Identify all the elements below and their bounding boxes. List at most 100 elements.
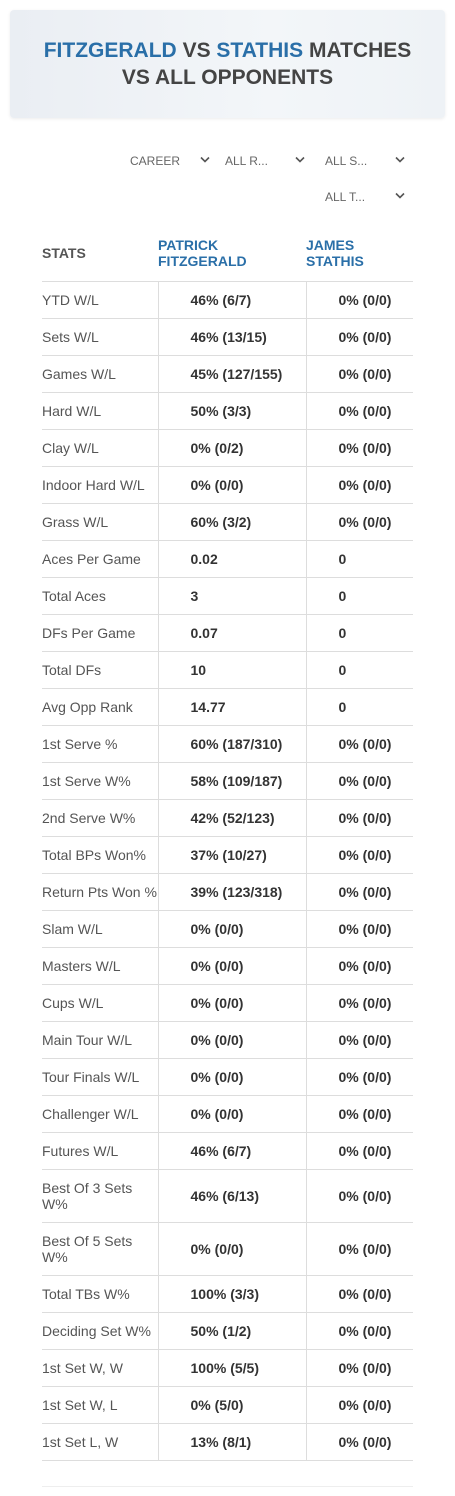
filter-dropdown[interactable]: ALL S... [325, 154, 405, 168]
filter-label[interactable]: CAREER [130, 154, 181, 168]
stat-value: 0% (0/0) [157, 466, 306, 504]
stat-row: Total TBs W% 100% (3/3) 0% (0/0) [42, 1275, 413, 1313]
stat-value: 0% (0/0) [305, 1021, 413, 1059]
title-vs: VS [182, 39, 211, 62]
stat-row: Avg Opp Rank 14.77 0 [42, 688, 413, 726]
stat-value: 3 [157, 577, 306, 615]
stat-value: 0% (0/0) [305, 1058, 413, 1096]
stat-row: 1st Set L, W 13% (8/1) 0% (0/0) [42, 1423, 413, 1461]
stat-row: Aces Per Game 0.02 0 [42, 540, 413, 578]
stat-label: DFs Per Game [42, 614, 158, 652]
stat-value: 0% (0/0) [305, 466, 413, 504]
stat-label: 1st Serve % [42, 725, 158, 763]
stat-row: Total BPs Won% 37% (10/27) 0% (0/0) [42, 836, 413, 874]
stats-table: STATS PATRICK FITZGERALD JAMES STATHIS Y… [42, 224, 413, 1461]
stat-row: 1st Serve W% 58% (109/187) 0% (0/0) [42, 762, 413, 800]
stat-value: 0 [305, 688, 413, 726]
stat-value: 0% (0/0) [305, 1095, 413, 1133]
stat-label: Tour Finals W/L [42, 1058, 158, 1096]
title-player2: STATHIS [216, 39, 304, 62]
stat-value: 0 [305, 651, 413, 689]
stat-value: 0% (0/0) [305, 1222, 413, 1276]
title-rest: MATCHES VS ALL OPPONENTS [121, 39, 412, 89]
stat-label: 2nd Serve W% [42, 799, 158, 837]
stat-row: 1st Serve % 60% (187/310) 0% (0/0) [42, 725, 413, 763]
stat-label: Games W/L [42, 355, 158, 393]
stat-value: 10 [157, 651, 306, 689]
stat-row: Sets W/L 46% (13/15) 0% (0/0) [42, 318, 413, 356]
stat-label: Sets W/L [42, 318, 158, 356]
stat-label: Total Aces [42, 577, 158, 615]
filter-dropdown[interactable]: CAREER [130, 154, 210, 168]
stat-label: YTD W/L [42, 281, 158, 319]
title: FITZGERALD VS STATHIS MATCHES VS ALL OPP… [28, 37, 428, 91]
stat-value: 42% (52/123) [157, 799, 306, 837]
stat-label: 1st Set W, W [42, 1349, 158, 1387]
chevron [200, 156, 210, 163]
stat-row: Tour Finals W/L 0% (0/0) 0% (0/0) [42, 1058, 413, 1096]
stat-row: DFs Per Game 0.07 0 [42, 614, 413, 652]
stat-row: Deciding Set W% 50% (1/2) 0% (0/0) [42, 1312, 413, 1350]
stat-label: Avg Opp Rank [42, 688, 158, 726]
stat-value: 0% (0/0) [157, 1095, 306, 1133]
stat-value: 46% (6/7) [157, 1132, 306, 1170]
filter-label[interactable]: ALL S... [325, 154, 368, 168]
chevron [295, 156, 305, 163]
stat-value: 0% (0/0) [305, 392, 413, 430]
stat-label: Aces Per Game [42, 540, 158, 578]
stat-value: 0% (0/2) [157, 429, 306, 467]
stat-value: 0% (0/0) [305, 725, 413, 763]
stat-value: 0.07 [157, 614, 306, 652]
stat-value: 0% (0/0) [305, 1386, 413, 1424]
stat-value: 0% (0/0) [305, 799, 413, 837]
stat-label: Deciding Set W% [42, 1312, 158, 1350]
stat-value: 0% (0/0) [157, 1058, 306, 1096]
stat-row: Games W/L 45% (127/155) 0% (0/0) [42, 355, 413, 393]
stat-row: Futures W/L 46% (6/7) 0% (0/0) [42, 1132, 413, 1170]
stat-label: 1st Set W, L [42, 1386, 158, 1424]
filter-label[interactable]: ALL T... [325, 190, 366, 204]
stat-value: 0% (0/0) [305, 429, 413, 467]
stat-row: 2nd Serve W% 42% (52/123) 0% (0/0) [42, 799, 413, 837]
stat-value: 0% (0/0) [305, 836, 413, 874]
filter-dropdown[interactable]: ALL R... [225, 154, 305, 168]
chevron [395, 156, 405, 163]
stat-row: Cups W/L 0% (0/0) 0% (0/0) [42, 984, 413, 1022]
header-row: STATS PATRICK FITZGERALD JAMES STATHIS [42, 224, 413, 282]
stat-label: Total DFs [42, 651, 158, 689]
stat-row: Masters W/L 0% (0/0) 0% (0/0) [42, 947, 413, 985]
stat-label: 1st Serve W% [42, 762, 158, 800]
stat-label: Total BPs Won% [42, 836, 158, 874]
stat-value: 46% (6/13) [157, 1169, 306, 1223]
stat-label: Clay W/L [42, 429, 158, 467]
stat-label: Main Tour W/L [42, 1021, 158, 1059]
stat-row: Grass W/L 60% (3/2) 0% (0/0) [42, 503, 413, 541]
stat-row: YTD W/L 46% (6/7) 0% (0/0) [42, 281, 413, 319]
stat-label: Indoor Hard W/L [42, 466, 158, 504]
stat-value: 0% (0/0) [157, 947, 306, 985]
stat-label: Return Pts Won % [42, 873, 158, 911]
filter-dropdown[interactable]: ALL T... [325, 190, 405, 204]
stat-value: 58% (109/187) [157, 762, 306, 800]
title-player1: FITZGERALD [43, 39, 177, 62]
stat-value: 45% (127/155) [157, 355, 306, 393]
col-header[interactable]: PATRICK FITZGERALD [158, 224, 306, 282]
stat-value: 37% (10/27) [157, 836, 306, 874]
stat-label: Best Of 5 Sets W% [42, 1222, 158, 1276]
filter-label[interactable]: ALL R... [225, 154, 268, 168]
stat-value: 100% (5/5) [157, 1349, 306, 1387]
stat-row: Challenger W/L 0% (0/0) 0% (0/0) [42, 1095, 413, 1133]
chevron [395, 192, 405, 199]
col-header: STATS [42, 224, 158, 282]
stat-value: 0.02 [157, 540, 306, 578]
stat-label: 1st Set L, W [42, 1423, 158, 1461]
stat-value: 0 [305, 614, 413, 652]
stat-value: 0% (0/0) [305, 1169, 413, 1223]
col-header[interactable]: JAMES STATHIS [306, 224, 413, 282]
stat-value: 100% (3/3) [157, 1275, 306, 1313]
stat-value: 39% (123/318) [157, 873, 306, 911]
divider [42, 1486, 413, 1487]
stat-value: 46% (13/15) [157, 318, 306, 356]
stat-row: 1st Set W, W 100% (5/5) 0% (0/0) [42, 1349, 413, 1387]
stat-label: Masters W/L [42, 947, 158, 985]
